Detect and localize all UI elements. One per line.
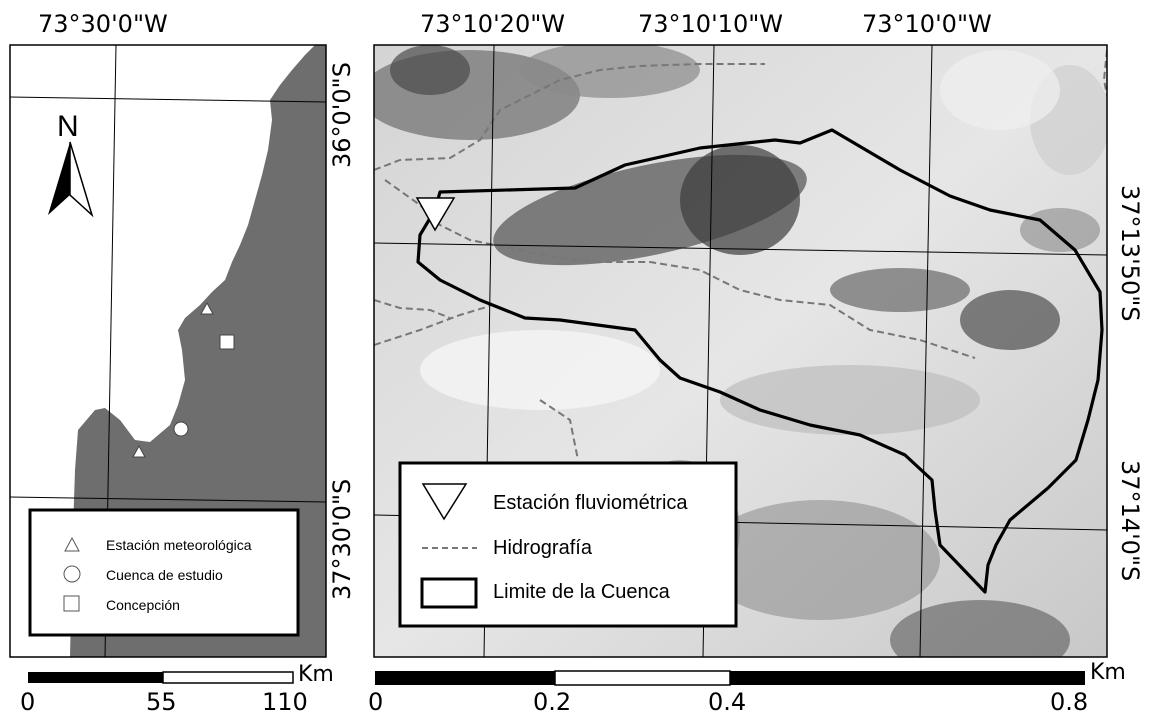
overview-scale-tick-0: 0 bbox=[20, 688, 36, 716]
legend-item-basin: Cuenca de estudio bbox=[106, 567, 223, 583]
legend-item-concepcion: Concepción bbox=[106, 597, 180, 613]
detail-scale-bar bbox=[375, 670, 1085, 686]
north-label: N bbox=[57, 110, 79, 143]
detail-top-longitude-label-2: 73°10'10"W bbox=[638, 10, 783, 38]
concepcion-square bbox=[219, 334, 235, 350]
fluviometric-station-icon bbox=[415, 197, 456, 232]
detail-right-latitude-label-2: 37°14'0"S bbox=[1116, 460, 1144, 582]
detail-scale-tick-0: 0 bbox=[368, 688, 384, 716]
detail-scale-tick-2: 0.4 bbox=[708, 688, 747, 716]
detail-scale-tick-1: 0.2 bbox=[533, 688, 572, 716]
detail-scale-unit: Km bbox=[1090, 660, 1126, 685]
legend-item-fluviometric: Estación fluviométrica bbox=[493, 492, 688, 514]
detail-top-longitude-label-3: 73°10'0"W bbox=[862, 10, 992, 38]
legend-item-station: Estación meteorológica bbox=[106, 537, 252, 553]
legend-item-basin-limit: Limite de la Cuenca bbox=[493, 581, 670, 603]
overview-scale-tick-2: 110 bbox=[262, 688, 308, 716]
overview-land bbox=[70, 45, 326, 657]
detail-right-latitude-label-1: 37°13'50"S bbox=[1116, 185, 1144, 322]
north-arrow-icon bbox=[48, 141, 94, 218]
basin-boundary bbox=[416, 128, 1104, 594]
overview-scale-tick-1: 55 bbox=[146, 688, 177, 716]
hydrography-streams bbox=[374, 49, 1107, 461]
basin-circle bbox=[173, 421, 189, 437]
overview-top-longitude-label: 73°30'0"W bbox=[38, 10, 168, 38]
legend-item-hydrography: Hidrografía bbox=[493, 537, 592, 559]
station-triangle-1 bbox=[200, 301, 214, 315]
overview-scale-unit: Km bbox=[298, 662, 334, 687]
overview-scale-bar bbox=[28, 671, 294, 684]
detail-scale-tick-3: 0.8 bbox=[1050, 688, 1089, 716]
station-triangle-2 bbox=[132, 444, 146, 458]
detail-top-longitude-label-1: 73°10'20"W bbox=[420, 10, 565, 38]
